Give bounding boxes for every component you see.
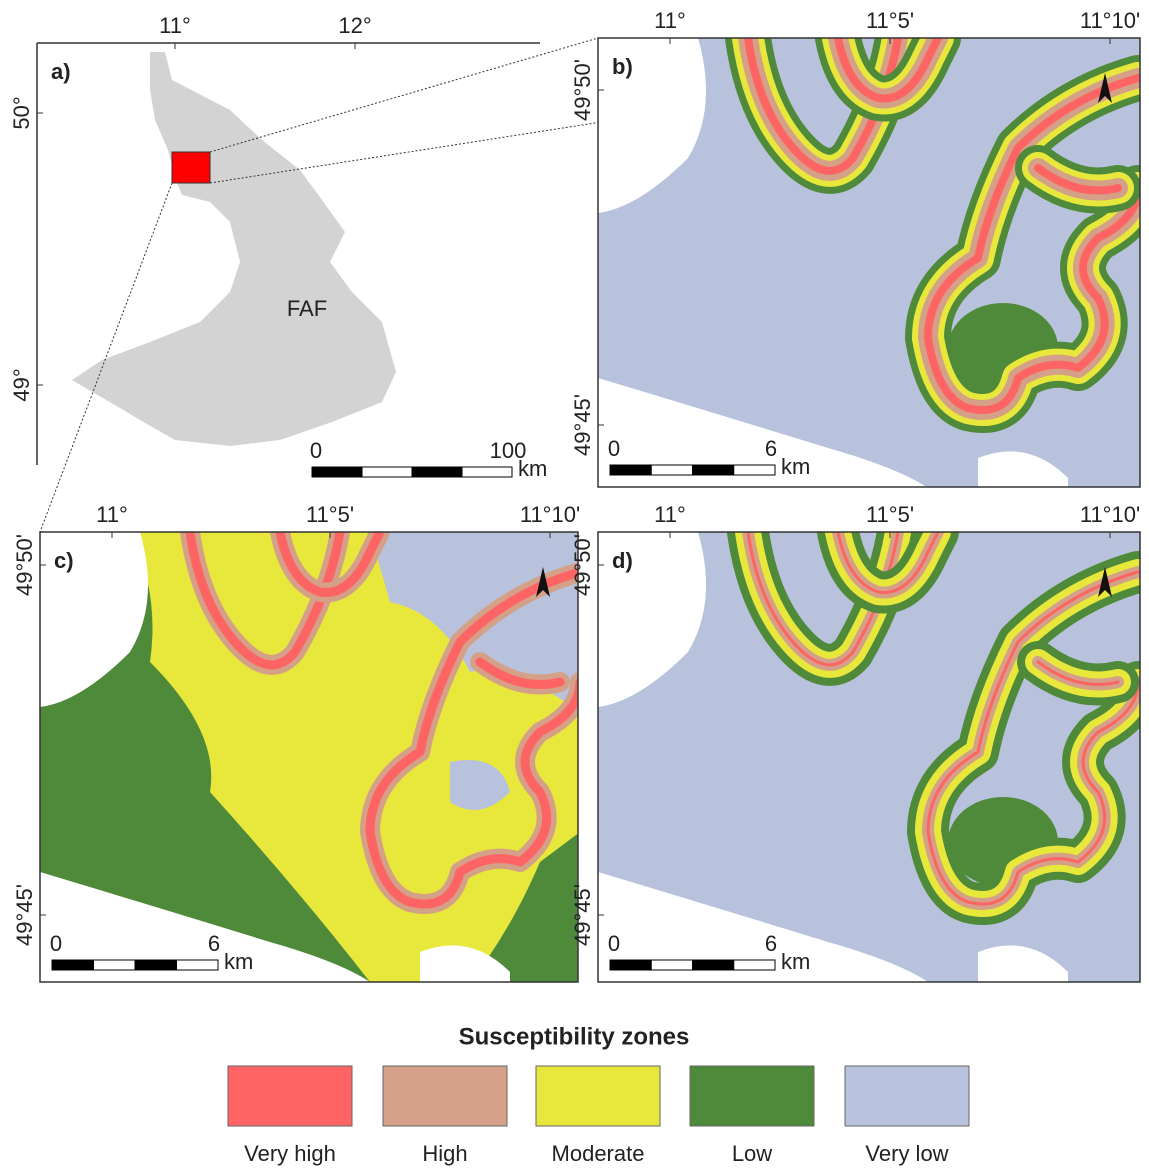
y-tick-label: 49°45' [570,884,595,946]
x-tick-label: 11°5' [866,8,914,33]
scale-bar [734,465,775,475]
scale-bar [312,467,362,477]
region-label: FAF [287,296,327,321]
scale-bar [94,960,136,970]
study-area [172,152,210,183]
map [598,532,1140,982]
x-tick-label: 11° [159,13,191,38]
panel-label: b) [612,54,633,79]
y-tick-label: 49°50' [12,534,37,596]
scale-label: 0 [310,438,322,463]
scale-bar [693,465,734,475]
scale-label: 0 [50,931,62,956]
scale-unit: km [781,949,810,974]
x-tick-label: 12° [338,13,371,38]
panel-label: c) [54,548,74,573]
scale-unit: km [518,456,547,481]
map [40,532,580,982]
y-tick-label: 49° [9,368,34,401]
scale-bar [734,960,775,970]
map-panel: c) 11° 11°5' 11°10' 49°50' 49°45' 0 6km [12,502,580,982]
x-tick-label: 11°5' [306,502,354,527]
scale-bar [52,960,94,970]
map-panel: b) 11° 11°5' 11°10' 49°50' 49°45' 0 6km [570,8,1140,488]
legend-label: Very low [865,1141,948,1166]
x-tick-label: 11° [654,8,686,33]
scale-label: 0 [608,931,620,956]
y-tick-label: 49°45' [570,394,595,456]
map-panel: d) 11° 11°5' 11°10' 49°50' 49°45' 0 6km [570,502,1140,982]
panel-label: d) [612,548,633,573]
x-tick-label: 11°5' [866,502,914,527]
map [598,38,1140,488]
zoom-line [210,38,598,152]
study-region [72,52,396,446]
scale-label: 6 [765,436,777,461]
scale-bar [462,467,512,477]
scale-bar [610,465,651,475]
scale-bar [651,960,692,970]
legend-label: Low [732,1141,772,1166]
scale-bar [177,960,219,970]
scale-label: 6 [765,931,777,956]
x-tick-label: 11°10' [1080,502,1140,527]
scale-bar [412,467,462,477]
scale-label: 0 [608,436,620,461]
legend-label: High [422,1141,467,1166]
scale-label: 6 [208,931,220,956]
legend-swatch [845,1066,969,1126]
y-tick-label: 49°45' [12,884,37,946]
panel-label: a) [51,59,71,84]
x-tick-label: 11° [654,502,686,527]
y-tick-label: 49°50' [570,534,595,596]
x-tick-label: 11°10' [1080,8,1140,33]
scale-bar [651,465,692,475]
scale-unit: km [224,949,253,974]
scale-bar [693,960,734,970]
legend-label: Moderate [552,1141,645,1166]
legend-swatch [536,1066,660,1126]
scale-unit: km [781,454,810,479]
x-tick-label: 11° [96,502,128,527]
y-tick-label: 50° [9,96,34,129]
scale-bar [135,960,177,970]
legend-title: Susceptibility zones [459,1023,690,1050]
x-tick-label: 11°10' [520,502,580,527]
scale-bar [610,960,651,970]
legend-swatch [383,1066,507,1126]
figure: FAFa)11°12°50°49°0100kmb)11°11°5'11°10'4… [0,0,1149,1172]
y-tick-label: 49°50' [570,59,595,121]
scale-bar [362,467,412,477]
legend-swatch [228,1066,352,1126]
legend-label: Very high [244,1141,336,1166]
legend-swatch [690,1066,814,1126]
